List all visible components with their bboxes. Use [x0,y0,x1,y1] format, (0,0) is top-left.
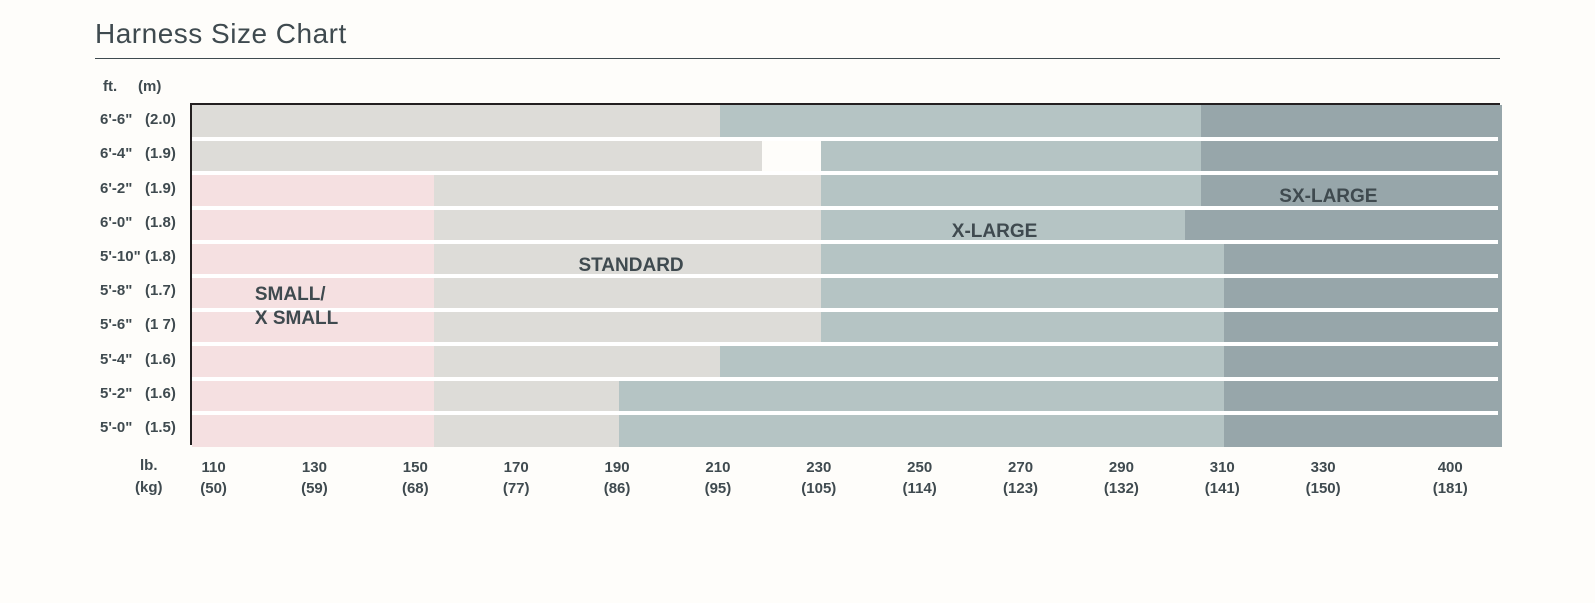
zone-label-sxlarge: SX-LARGE [1279,185,1377,209]
row-separator [192,377,1498,381]
y-axis-header-m: (m) [138,78,161,95]
zone-xlarge [720,105,1201,139]
y-tick-ft: 6'-0" [100,214,132,231]
zone-label-xlarge: X-LARGE [952,220,1038,244]
zone-xlarge [821,242,1224,276]
x-tick: 400(181) [1433,457,1468,499]
row-separator [192,137,1498,141]
x-axis-header-kg: (kg) [135,479,163,496]
x-axis-header-lb: lb. [140,457,158,474]
y-tick-ft: 5'-6" [100,316,132,333]
x-tick: 150(68) [402,457,429,499]
chart-title: Harness Size Chart [95,18,347,50]
y-tick-m: (1.5) [145,419,176,436]
zone-small [192,242,434,276]
y-tick-m: (1.8) [145,214,176,231]
zone-small [192,344,434,378]
y-tick-ft: 6'-2" [100,180,132,197]
x-tick: 170(77) [503,457,530,499]
x-tick: 310(141) [1205,457,1240,499]
zone-standard [192,139,762,173]
y-tick-ft: 6'-6" [100,111,132,128]
zone-xlarge [619,379,1224,413]
x-tick: 250(114) [903,457,937,499]
y-tick-m: (1.6) [145,351,176,368]
title-rule [95,58,1500,59]
y-tick-ft: 5'-4" [100,351,132,368]
row-separator [192,411,1498,415]
y-axis-header-ft: ft. [103,78,117,95]
y-tick-m: (1.7) [145,282,176,299]
zone-small [192,379,434,413]
plot-area: SX-LARGE X-LARGE STANDARD SMALL/ X SMALL [190,103,1500,445]
row-separator [192,274,1498,278]
zone-small [192,208,434,242]
zone-label-standard: STANDARD [578,254,683,278]
zone-xlarge [619,413,1224,447]
y-tick-ft: 5'-2" [100,385,132,402]
zone-xlarge [821,173,1201,207]
x-tick: 330(150) [1306,457,1341,499]
x-tick: 190(86) [604,457,631,499]
y-tick-m: (1.9) [145,180,176,197]
y-tick-m: (1 7) [145,316,176,333]
row-separator [192,240,1498,244]
zone-small [192,173,434,207]
row-separator [192,342,1498,346]
zone-small [192,413,434,447]
y-tick-m: (1.9) [145,145,176,162]
y-tick-m: (1.6) [145,385,176,402]
zone-xlarge [821,310,1224,344]
zone-xlarge [821,139,1201,173]
y-tick-m: (1.8) [145,248,176,265]
y-tick-ft: 5'-8" [100,282,132,299]
zone-xlarge [720,344,1224,378]
y-tick-m: (2.0) [145,111,176,128]
y-tick-ft: 5'-10" [100,248,141,265]
x-tick: 110(50) [200,457,227,499]
x-tick: 270(123) [1003,457,1038,499]
x-tick: 210(95) [705,457,732,499]
zone-xlarge [821,276,1224,310]
zone-standard [192,105,720,139]
y-tick-ft: 5'-0" [100,419,132,436]
y-tick-ft: 6'-4" [100,145,132,162]
x-tick: 290(132) [1104,457,1139,499]
row-separator [192,308,1498,312]
x-tick: 230(105) [801,457,836,499]
x-tick: 130(59) [301,457,328,499]
row-separator [192,171,1498,175]
zone-label-small: SMALL/ X SMALL [255,283,338,331]
